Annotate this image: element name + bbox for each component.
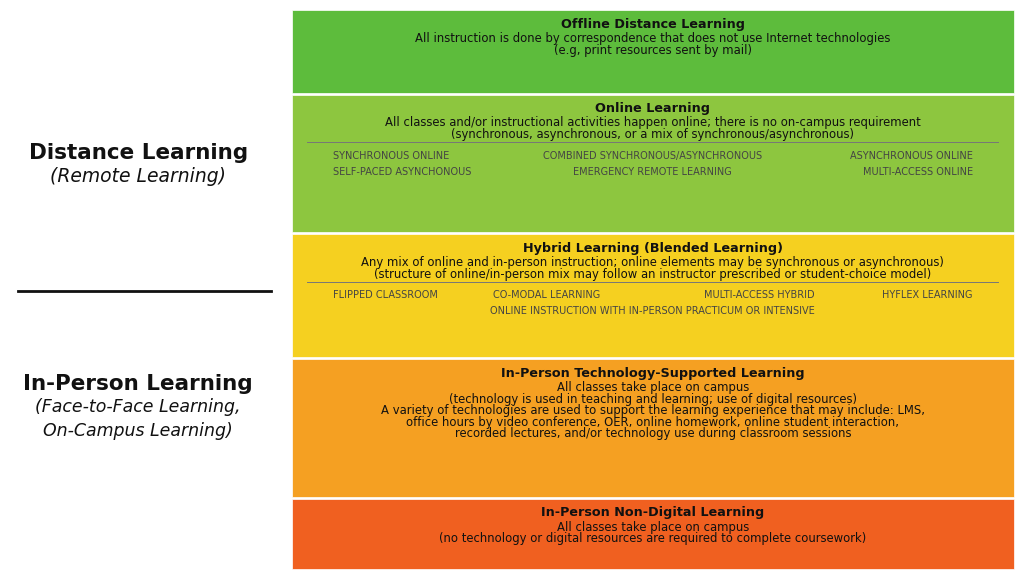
FancyBboxPatch shape <box>292 10 1014 92</box>
FancyBboxPatch shape <box>292 95 1014 232</box>
Text: All classes and/or instructional activities happen online; there is no on-campus: All classes and/or instructional activit… <box>385 117 921 129</box>
Text: Online Learning: Online Learning <box>595 102 711 115</box>
FancyBboxPatch shape <box>292 360 1014 497</box>
Text: SYNCHRONOUS ONLINE: SYNCHRONOUS ONLINE <box>333 151 450 161</box>
FancyBboxPatch shape <box>292 499 1014 569</box>
Text: SELF-PACED ASYNCHONOUS: SELF-PACED ASYNCHONOUS <box>333 167 471 177</box>
Text: In-Person Non-Digital Learning: In-Person Non-Digital Learning <box>541 506 765 520</box>
Text: (synchronous, asynchronous, or a mix of synchronous/asynchronous): (synchronous, asynchronous, or a mix of … <box>452 128 854 141</box>
Text: ASYNCHRONOUS ONLINE: ASYNCHRONOUS ONLINE <box>850 151 973 161</box>
Text: In-Person Learning: In-Person Learning <box>24 375 253 394</box>
Text: COMBINED SYNCHRONOUS/ASYNCHRONOUS: COMBINED SYNCHRONOUS/ASYNCHRONOUS <box>544 151 762 161</box>
Text: MULTI-ACCESS HYBRID: MULTI-ACCESS HYBRID <box>705 290 815 300</box>
Text: ONLINE INSTRUCTION WITH IN-PERSON PRACTICUM OR INTENSIVE: ONLINE INSTRUCTION WITH IN-PERSON PRACTI… <box>490 306 815 316</box>
Text: On-Campus Learning): On-Campus Learning) <box>43 421 233 440</box>
Text: (Face-to-Face Learning,: (Face-to-Face Learning, <box>36 398 241 417</box>
Text: Offline Distance Learning: Offline Distance Learning <box>561 18 744 31</box>
Text: HYFLEX LEARNING: HYFLEX LEARNING <box>883 290 973 300</box>
Text: Distance Learning: Distance Learning <box>29 143 248 163</box>
Text: CO-MODAL LEARNING: CO-MODAL LEARNING <box>493 290 600 300</box>
Text: (e.g, print resources sent by mail): (e.g, print resources sent by mail) <box>554 44 752 57</box>
Text: MULTI-ACCESS ONLINE: MULTI-ACCESS ONLINE <box>862 167 973 177</box>
Text: (no technology or digital resources are required to complete coursework): (no technology or digital resources are … <box>439 532 866 546</box>
Text: EMERGENCY REMOTE LEARNING: EMERGENCY REMOTE LEARNING <box>573 167 732 177</box>
Text: All instruction is done by correspondence that does not use Internet technologie: All instruction is done by correspondenc… <box>415 32 891 45</box>
Text: In-Person Technology-Supported Learning: In-Person Technology-Supported Learning <box>501 367 805 380</box>
Text: (Remote Learning): (Remote Learning) <box>50 167 226 186</box>
Text: All classes take place on campus: All classes take place on campus <box>557 521 749 534</box>
Text: (structure of online/in-person mix may follow an instructor prescribed or studen: (structure of online/in-person mix may f… <box>374 268 932 281</box>
Text: (technology is used in teaching and learning; use of digital resources): (technology is used in teaching and lear… <box>449 393 857 406</box>
Text: FLIPPED CLASSROOM: FLIPPED CLASSROOM <box>333 290 437 300</box>
Text: office hours by video conference, OER, online homework, online student interacti: office hours by video conference, OER, o… <box>407 416 899 429</box>
Text: recorded lectures, and/or technology use during classroom sessions: recorded lectures, and/or technology use… <box>455 428 851 440</box>
Text: A variety of technologies are used to support the learning experience that may i: A variety of technologies are used to su… <box>381 405 925 417</box>
Text: Any mix of online and in-person instruction; online elements may be synchronous : Any mix of online and in-person instruct… <box>361 256 944 269</box>
FancyBboxPatch shape <box>292 234 1014 357</box>
Text: Hybrid Learning (Blended Learning): Hybrid Learning (Blended Learning) <box>523 242 782 255</box>
Text: All classes take place on campus: All classes take place on campus <box>557 381 749 394</box>
